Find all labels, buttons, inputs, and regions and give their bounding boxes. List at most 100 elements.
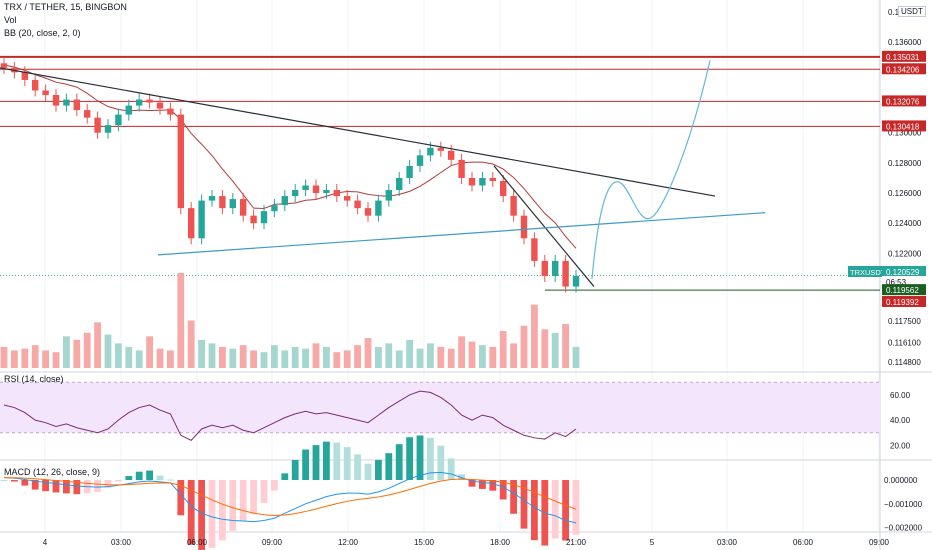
time-tick-label-3: 09:00 [262, 538, 283, 547]
rsi-legend: RSI (14, close) [4, 374, 64, 384]
volume-bar-55 [572, 346, 580, 368]
time-tick-label-9: 03:00 [717, 538, 738, 547]
candle-body-39 [406, 165, 413, 178]
vol-legend: Vol [4, 15, 17, 25]
volume-bar-34 [354, 345, 361, 368]
volume-bar-23 [239, 345, 247, 368]
macd-tick-label-0: 0.000000 [884, 476, 918, 485]
ascending-trendline [157, 212, 766, 256]
trend-lines[interactable] [0, 60, 766, 287]
candle-body-22 [229, 199, 236, 209]
volume-bar-5 [52, 352, 60, 368]
candle-body-25 [260, 211, 268, 224]
candle-body-15 [156, 102, 164, 109]
candle-body-11 [115, 114, 122, 126]
macd-histogram-bar-48 [499, 480, 507, 500]
volume-bar-21 [219, 346, 226, 368]
volume-bar-7 [73, 339, 81, 368]
macd-histogram-bar-23 [239, 480, 247, 522]
macd-histogram-bar-25 [260, 480, 268, 504]
volume-bar-13 [135, 350, 143, 368]
macd-histogram-bar-54 [562, 480, 569, 541]
volume-bar-44 [458, 336, 465, 368]
candle-body-34 [354, 200, 361, 209]
volume-bar-41 [427, 343, 434, 368]
candle-body-45 [468, 177, 476, 186]
macd-tick-label-2: −0.002000 [884, 524, 923, 533]
macd-histogram-bar-6 [63, 480, 70, 494]
volume-bar-52 [541, 329, 549, 368]
candle-body-31 [323, 190, 330, 194]
macd-histogram-bar-7 [73, 480, 81, 495]
price-tick-label-5: 0.124000 [888, 219, 922, 228]
volume-bar-48 [499, 331, 507, 368]
macd-histogram-bar-39 [406, 437, 413, 480]
volume-bar-11 [115, 343, 122, 368]
volume-bar-51 [531, 304, 538, 368]
candle-body-49 [510, 196, 517, 216]
volume-bar-42 [437, 346, 445, 368]
candle-body-5 [52, 95, 60, 106]
macd-histogram-bar-18 [187, 480, 195, 545]
bollinger-band-basis [3, 64, 577, 249]
time-tick-label-4: 12:00 [338, 538, 359, 547]
macd-histogram-bar-12 [125, 476, 133, 480]
volume-bar-53 [551, 332, 559, 368]
candle-body-51 [531, 238, 538, 261]
time-tick-label-8: 5 [650, 538, 655, 547]
volume-bar-2 [21, 348, 29, 368]
macd-histogram-bar-32 [333, 442, 341, 480]
macd-histogram-bar-38 [395, 444, 403, 480]
macd-histogram-bar-9 [94, 480, 101, 492]
macd-histogram-bar-55 [572, 480, 580, 535]
macd-histogram-bar-43 [447, 458, 455, 480]
macd-histogram-bar-37 [385, 453, 393, 480]
descending-trendline [0, 67, 716, 197]
price-tag-0: 0.135031 [886, 53, 920, 62]
time-tick-label-0: 4 [43, 538, 48, 547]
time-tick-label-2: 06:00 [187, 538, 208, 547]
price-tag-3: 0.130418 [886, 122, 920, 131]
candle-body-32 [333, 190, 340, 197]
candle-body-38 [396, 177, 403, 191]
macd-histogram-bar-30 [312, 445, 320, 480]
macd-histogram-bar-31 [323, 441, 330, 480]
volume-bar-24 [250, 350, 257, 368]
volume-bar-26 [271, 345, 278, 368]
currency-badge[interactable]: USDT [898, 6, 926, 17]
time-tick-label-6: 18:00 [490, 538, 511, 547]
candle-body-55 [572, 276, 580, 287]
macd-histogram-bar-49 [510, 480, 517, 514]
bb-basis-line [3, 64, 577, 249]
macd-pane [0, 435, 580, 550]
volume-bar-16 [167, 350, 174, 368]
macd-histogram-bar-27 [281, 473, 289, 480]
volume-bar-35 [364, 338, 372, 368]
macd-histogram-bar-5 [52, 480, 60, 493]
volume-bar-4 [42, 350, 49, 368]
macd-histogram-bar-41 [427, 437, 434, 480]
candle-body-14 [146, 99, 153, 103]
rsi-tick-label-1: 40.00 [890, 416, 911, 425]
candle-body-0 [0, 63, 8, 68]
axes: 0.1380000.1360000.1300000.1280000.126000… [43, 8, 923, 547]
macd-histogram-bar-29 [302, 449, 309, 480]
macd-histogram-bar-1 [11, 480, 18, 482]
macd-histogram-bar-4 [42, 480, 49, 492]
candle-body-8 [84, 110, 91, 118]
price-tick-label-4: 0.126000 [888, 189, 922, 198]
candle-body-37 [385, 190, 392, 201]
candle-body-28 [292, 190, 299, 197]
candle-body-10 [104, 125, 112, 133]
volume-bar-31 [323, 346, 330, 368]
rsi-pane [0, 381, 880, 441]
price-tick-label-1: 0.136000 [888, 38, 922, 47]
macd-histogram-bar-10 [104, 480, 112, 488]
rsi-band [0, 382, 880, 433]
volume-bar-27 [281, 350, 289, 368]
volume-bar-39 [406, 339, 413, 368]
volume-bar-18 [187, 320, 195, 368]
